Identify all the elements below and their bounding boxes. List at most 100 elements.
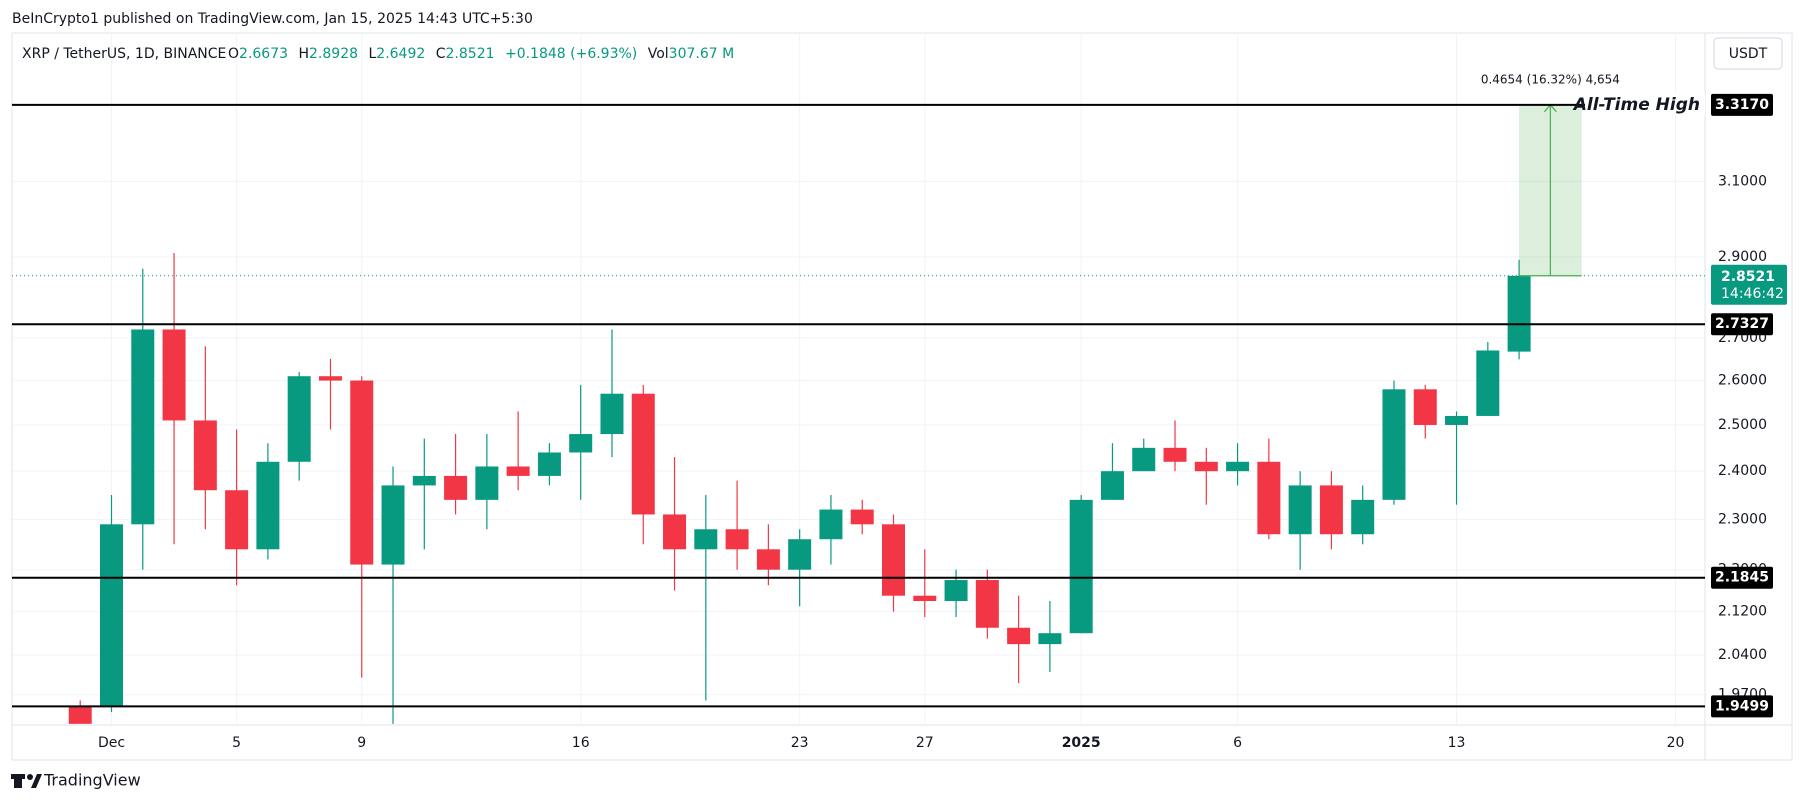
x-tick-label: 20: [1667, 735, 1685, 751]
currency-button[interactable]: USDT: [1713, 37, 1783, 70]
y-tick-label: 2.9000: [1718, 249, 1767, 265]
candle: [256, 443, 280, 560]
legend-open: 2.6673: [239, 46, 288, 62]
legend: XRP / TetherUS, 1D, BINANCE O2.6673 H2.8…: [22, 46, 734, 62]
candle-body: [225, 490, 249, 550]
candle-body: [1194, 461, 1218, 472]
legend-change: +0.1848 (+6.93%): [505, 46, 637, 62]
candle: [100, 495, 123, 713]
candle: [475, 434, 499, 530]
candle: [1226, 443, 1250, 486]
level-label-box: [1711, 93, 1773, 116]
candle: [1257, 438, 1281, 540]
candle-body: [788, 539, 812, 570]
level-label-box: [1711, 566, 1773, 589]
legend-close: 2.8521: [446, 46, 495, 62]
x-tick-label: 5: [232, 735, 241, 751]
level-annotation: All-Time High: [1572, 95, 1700, 115]
candle: [850, 499, 874, 535]
candle-body: [850, 509, 874, 525]
candle: [193, 346, 217, 530]
candle-body: [256, 461, 280, 550]
candle: [694, 495, 718, 701]
candle-body: [381, 485, 405, 565]
candle-body: [1257, 461, 1281, 535]
candle-body: [1351, 499, 1375, 535]
candle-body: [819, 509, 843, 540]
y-tick-label: 2.4000: [1718, 463, 1767, 479]
candle: [318, 358, 342, 430]
candle: [631, 384, 655, 545]
candle-body: [1038, 633, 1062, 645]
legend-h: H: [298, 46, 309, 62]
candle: [225, 429, 249, 586]
candle-body: [1226, 461, 1250, 472]
level-label-box: [1711, 695, 1773, 718]
x-tick-label: 16: [572, 735, 590, 751]
candle-body: [1132, 447, 1156, 472]
legend-o: O: [228, 46, 239, 62]
x-tick-label: Dec: [98, 735, 125, 751]
footer: TradingView: [11, 771, 141, 790]
candle: [569, 384, 593, 500]
candle: [819, 495, 843, 565]
level-label: 2.7327: [1715, 316, 1769, 332]
candle: [1476, 342, 1500, 416]
publish-header: BeInCrypto1 published on TradingView.com…: [12, 11, 533, 27]
logo-slash: [31, 774, 42, 788]
currency-button-box[interactable]: [1713, 37, 1783, 70]
candle-body: [694, 529, 718, 550]
candle: [506, 411, 530, 491]
candle: [600, 329, 624, 458]
candle-body: [631, 393, 655, 515]
candle-body: [1382, 389, 1406, 500]
candle: [1382, 380, 1406, 505]
candle-body: [725, 529, 749, 550]
y-tick-label: 2.1200: [1718, 604, 1767, 620]
level-label: 3.3170: [1715, 97, 1769, 113]
level-label: 2.1845: [1715, 570, 1769, 586]
candle: [1163, 420, 1187, 472]
candle-body: [162, 329, 186, 421]
plot: 0.4654 (16.32%) 4,654: [12, 72, 1705, 724]
candle-body: [1445, 415, 1469, 425]
candle: [444, 434, 468, 515]
candle-body: [1100, 471, 1124, 500]
candle: [1319, 471, 1343, 550]
candle-body: [1476, 350, 1500, 416]
candle: [131, 268, 155, 570]
legend-low: 2.6492: [376, 46, 425, 62]
logo-dot: [27, 774, 33, 780]
candle-body: [975, 580, 999, 628]
currency-button-label[interactable]: USDT: [1729, 46, 1768, 62]
candle-body: [506, 466, 530, 476]
candle-body: [318, 376, 342, 381]
candle-body: [1069, 499, 1093, 634]
candle: [412, 438, 436, 550]
candle: [913, 549, 937, 617]
y-tick-label: 2.6000: [1718, 373, 1767, 389]
candle: [287, 371, 311, 481]
y-tick-label: 3.1000: [1718, 173, 1767, 189]
candle-body: [131, 329, 155, 525]
candle-body: [100, 524, 123, 707]
candle-body: [475, 466, 499, 500]
legend-values: O2.6673 H2.8928 L2.6492 C2.8521 +0.1848 …: [228, 46, 734, 62]
candle-body: [1007, 627, 1031, 645]
candle-body: [537, 452, 561, 476]
candle-body: [444, 475, 468, 500]
y-tick-label: 2.5000: [1718, 417, 1767, 433]
logo-bar: [14, 774, 22, 788]
candle-body: [944, 580, 968, 602]
overlay: 3.10002.90002.70002.60002.50002.40002.30…: [98, 93, 1787, 751]
candle: [350, 376, 374, 678]
candle-body: [1163, 447, 1187, 462]
candle-body: [569, 434, 593, 453]
x-tick-label: 23: [791, 735, 809, 751]
candle: [1132, 438, 1156, 472]
countdown-label: 14:46:42: [1721, 286, 1784, 302]
candle: [1288, 471, 1312, 570]
candle-body: [600, 393, 624, 435]
candle: [537, 443, 561, 486]
